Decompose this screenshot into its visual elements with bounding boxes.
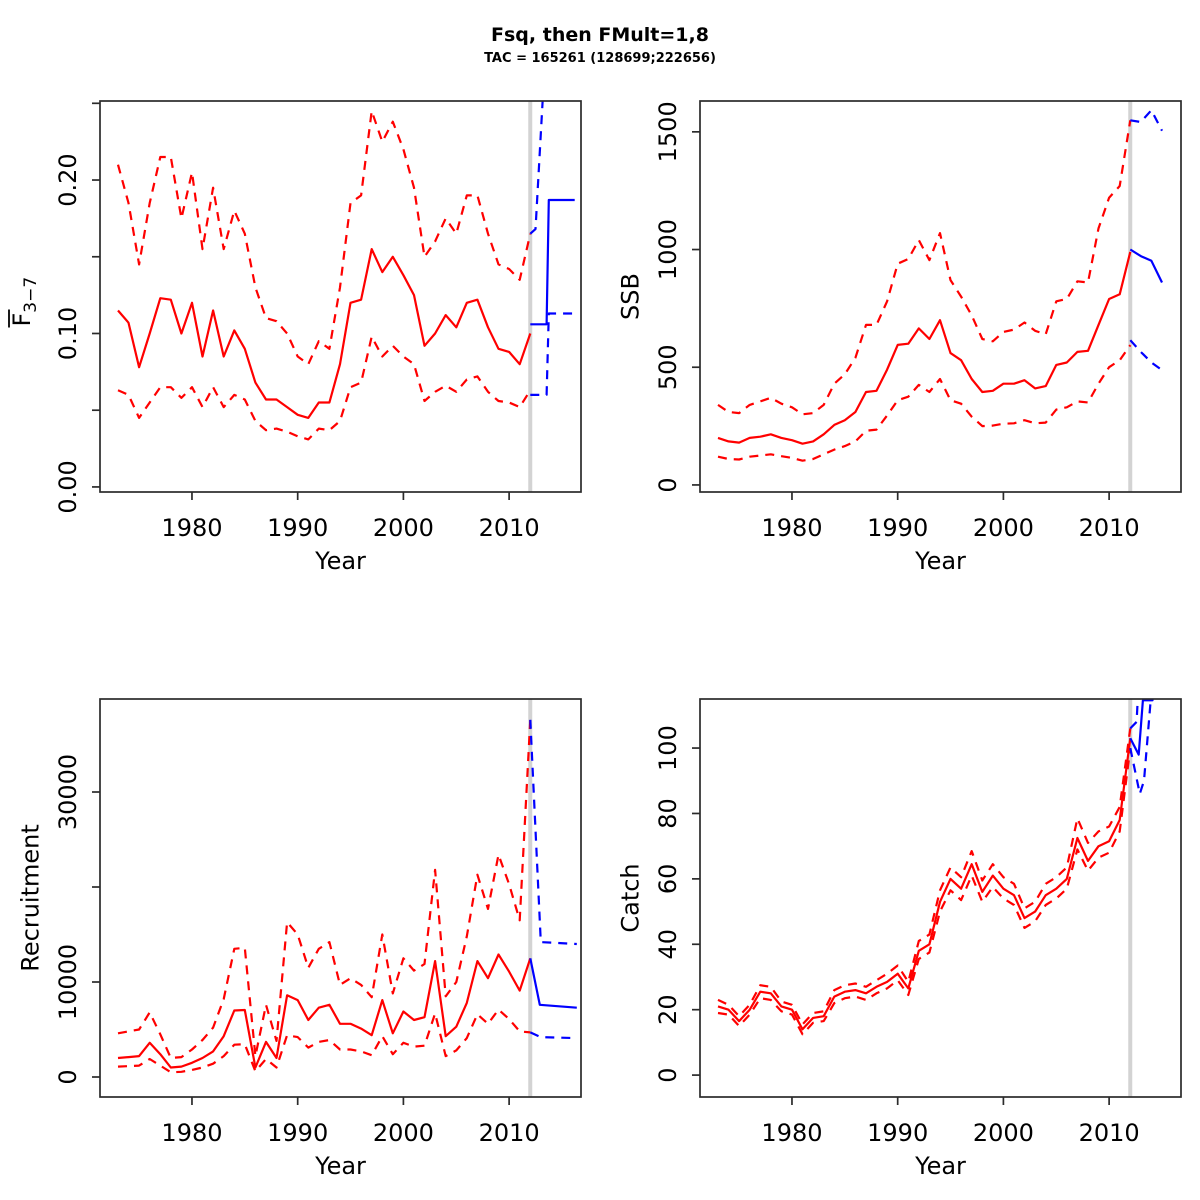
- y-tick-label: 80: [654, 798, 682, 829]
- y-tick-label: 0.00: [54, 460, 82, 513]
- series-catch-ci-upper-historical: [717, 728, 1132, 1026]
- svg-text:Recruitment: Recruitment: [16, 824, 44, 971]
- x-tick-label: 2010: [479, 1119, 540, 1147]
- x-tick-label: 1980: [161, 1119, 222, 1147]
- y-axis-title: Catch: [616, 863, 644, 932]
- y-tick-label: 0.10: [54, 307, 82, 360]
- x-tick-label: 2000: [973, 514, 1034, 542]
- series-recruitment-ci-lower-historical: [117, 1008, 531, 1074]
- series-catch-ci-upper-forecast: [1129, 699, 1139, 730]
- series-f-bar-3-7-median-historical: [117, 248, 532, 419]
- y-tick-label: 100: [654, 725, 682, 771]
- series-ssb-median-forecast: [1129, 248, 1163, 283]
- x-axis-title: Year: [914, 547, 966, 575]
- series-f-bar-3-7-ci-upper-historical: [116, 109, 532, 366]
- x-tick-label: 2010: [479, 514, 540, 542]
- y-tick-label: 0: [654, 1067, 682, 1082]
- y-axis-title: SSB: [616, 273, 644, 320]
- x-tick-label: 2010: [1079, 1119, 1140, 1147]
- x-axis-title: Year: [314, 547, 366, 575]
- svg-text:Catch: Catch: [616, 863, 644, 932]
- series-f-bar-3-7-ci-upper-forecast: [529, 101, 544, 235]
- y-tick-label: 20: [654, 994, 682, 1025]
- x-tick-label: 1990: [267, 1119, 328, 1147]
- series-recruitment-median-forecast: [529, 958, 577, 1009]
- x-tick-label: 1990: [867, 1119, 928, 1147]
- x-tick-label: 1990: [867, 514, 928, 542]
- series-ssb-median-historical: [717, 251, 1132, 445]
- series-recruitment-median-historical: [117, 953, 532, 1069]
- y-tick-label: 1000: [654, 219, 682, 280]
- series-recruitment-ci-upper-forecast: [529, 719, 577, 946]
- series-f-bar-3-7-ci-lower-historical: [117, 335, 532, 441]
- plot-frame: [699, 698, 1182, 1098]
- series-ssb-ci-lower-forecast: [1129, 339, 1163, 371]
- svg-text:SSB: SSB: [616, 273, 644, 320]
- panel-ssb: 1980 1990 2000 2010 0 500 1000 1500 Year SSB: [616, 100, 1182, 575]
- x-tick-label: 1990: [267, 514, 328, 542]
- x-tick-label: 2000: [373, 514, 434, 542]
- panel-f-bar-3-7: 1980 1990 2000 2010 0.00 0.10 0.20 Year F3−7: [8, 100, 582, 575]
- y-tick-label: 30000: [54, 754, 82, 830]
- series-ssb-ci-upper-forecast: [1130, 109, 1163, 132]
- panel-catch: 1980 1990 2000 2010 0 20 40 60 80 100 Year Catch: [616, 698, 1182, 1180]
- series-catch-ci-lower-historical: [717, 747, 1132, 1036]
- y-tick-label: 500: [654, 344, 682, 390]
- y-tick-label: 10000: [54, 944, 82, 1020]
- svg-text:F3−7: F3−7: [8, 277, 41, 327]
- series-ssb-ci-lower-historical: [717, 344, 1132, 462]
- x-axis-title: Year: [314, 1152, 366, 1180]
- x-tick-label: 2010: [1079, 514, 1140, 542]
- plot-frame: [699, 100, 1182, 493]
- y-tick-label: 40: [654, 929, 682, 960]
- x-tick-label: 1980: [761, 514, 822, 542]
- x-tick-label: 1980: [161, 514, 222, 542]
- series-f-bar-3-7-median-forecast: [530, 198, 575, 326]
- figure-subtitle: TAC = 165261 (128699;222656): [484, 51, 716, 66]
- series-f-bar-3-7-ci-lower-forecast: [530, 312, 575, 396]
- y-tick-label: 1500: [654, 101, 682, 162]
- series-catch-ci-lower-forecast: [1129, 699, 1152, 795]
- plot-frame: [99, 698, 582, 1098]
- series-recruitment-ci-lower-forecast: [529, 1031, 577, 1040]
- y-axis-title: Recruitment: [16, 824, 44, 971]
- y-tick-label: 0.20: [54, 153, 82, 206]
- x-tick-label: 1980: [761, 1119, 822, 1147]
- series-catch-median-forecast: [1129, 699, 1154, 756]
- y-axis-title: F3−7: [8, 277, 41, 328]
- x-tick-label: 2000: [373, 1119, 434, 1147]
- series-ssb-ci-upper-historical: [717, 120, 1132, 416]
- panel-recruitment: 1980 1990 2000 2010 0 10000 30000 Year Recruitme…: [16, 698, 582, 1180]
- x-axis-title: Year: [914, 1152, 966, 1180]
- plot-frame: [99, 100, 582, 493]
- x-tick-label: 2000: [973, 1119, 1034, 1147]
- figure-title: Fsq, then FMult=1,8: [491, 24, 709, 46]
- y-tick-label: 0: [654, 477, 682, 492]
- y-tick-label: 0: [54, 1069, 82, 1084]
- y-tick-label: 60: [654, 864, 682, 895]
- series-catch-median-historical: [717, 738, 1132, 1031]
